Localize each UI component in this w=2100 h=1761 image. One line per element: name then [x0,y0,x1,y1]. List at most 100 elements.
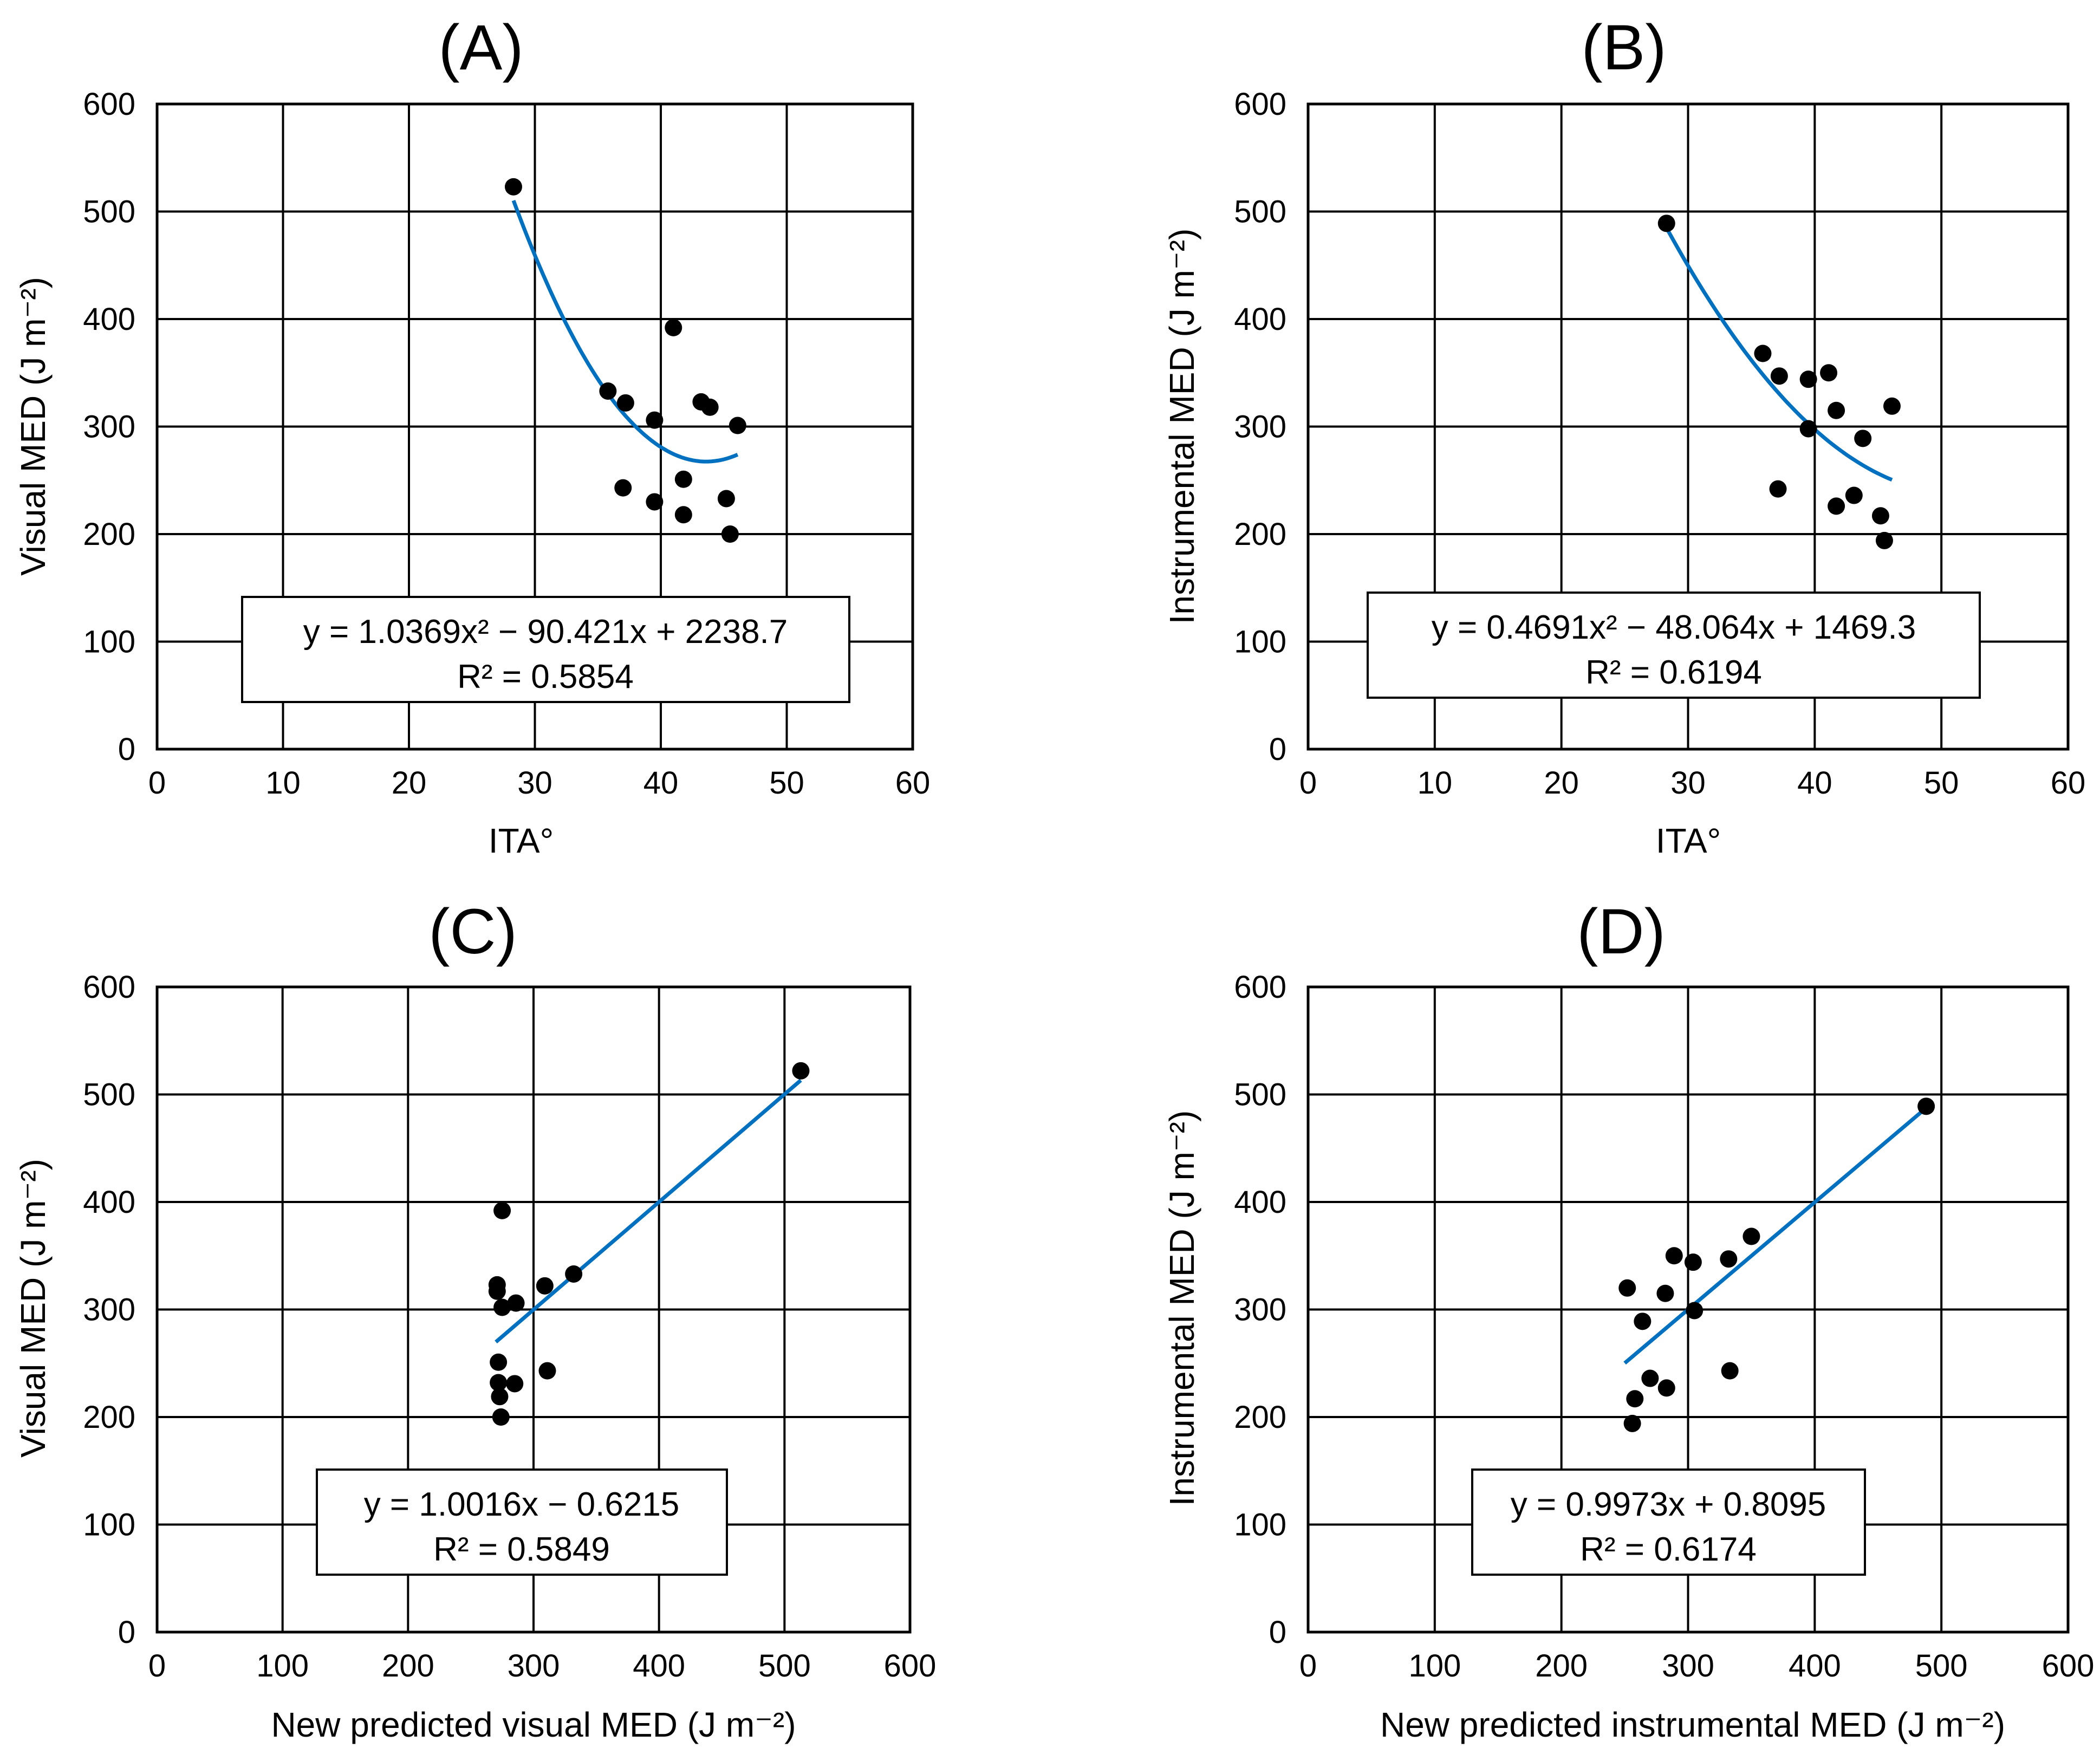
data-point [1720,1250,1738,1268]
y-tick-label: 200 [83,1400,135,1435]
x-tick-label: 60 [2051,765,2086,801]
data-point [1871,507,1889,525]
y-tick-label: 400 [83,302,135,337]
y-axis-label: Visual MED (J m⁻²) [14,1159,53,1458]
data-point [490,1374,508,1392]
x-tick-label: 200 [382,1648,434,1684]
y-tick-label: 300 [1234,1292,1286,1328]
data-point [1657,215,1675,232]
chart-title: (D) [1577,896,1666,967]
x-tick-label: 60 [895,765,931,801]
y-tick-label: 300 [83,1292,135,1328]
data-point [1743,1227,1760,1245]
data-point [507,1294,525,1312]
x-tick-label: 400 [1789,1648,1841,1684]
data-point [1665,1247,1683,1265]
data-point [599,382,617,400]
equation-box: y = 0.4691x² − 48.064x + 1469.3 R² = 0.6… [1367,592,1981,699]
data-point [1641,1369,1659,1387]
equation-frame [1367,592,1981,699]
x-axis-label: New predicted instrumental MED (J m⁻²) [1380,1705,2005,1744]
x-axis-label: ITA° [1656,821,1721,860]
plot-area: 0 100 200 300 400 500 600 0 100 200 300 400 500 600 [1234,970,2094,1684]
r-squared-label: R² = 0.5854 [457,658,634,696]
trendline [1665,227,1893,482]
data-point [1686,1302,1704,1320]
y-tick-label: 200 [1234,1400,1286,1435]
y-tick-label: 100 [1234,1507,1286,1543]
x-tick-label: 200 [1535,1648,1588,1684]
data-point [1721,1362,1739,1380]
y-axis-label: Instrumental MED (J m⁻²) [1162,1110,1201,1506]
data-point [492,1408,510,1426]
data-point [1657,1379,1675,1397]
data-point [1875,531,1893,549]
data-point [1769,480,1787,498]
equation-box: y = 1.0369x² − 90.421x + 2238.7 R² = 0.5… [241,596,850,703]
equation-frame [1471,1468,1866,1576]
data-point [1623,1414,1641,1432]
equation-frame [241,596,850,703]
equation-box: y = 0.9973x + 0.8095 R² = 0.6174 [1471,1468,1866,1576]
y-tick-label: 400 [83,1185,135,1220]
data-point [729,417,746,434]
y-tick-label: 400 [1234,302,1286,337]
data-point [490,1353,508,1371]
x-tick-label: 500 [758,1648,811,1684]
chart-panel-c: (C) 0 100 200 300 400 500 600 0 100 200 300 400 500 6… [14,896,936,1744]
trendline-equation: y = 0.9973x + 0.8095 [1511,1486,1826,1523]
equation-frame [316,1468,728,1576]
y-tick-label: 500 [83,194,135,230]
y-tick-label: 300 [1234,410,1286,445]
data-point [1917,1097,1935,1115]
r-squared-label: R² = 0.6174 [1580,1531,1757,1568]
x-tick-label: 400 [633,1648,685,1684]
y-axis-label: Instrumental MED (J m⁻²) [1162,229,1201,625]
plot-frame [155,102,914,751]
data-point [1684,1253,1702,1271]
y-tick-label: 0 [118,732,135,767]
trendline-equation: y = 1.0369x² − 90.421x + 2238.7 [303,613,788,651]
trendline-equation: y = 0.4691x² − 48.064x + 1469.3 [1432,609,1916,646]
data-point [701,398,719,416]
x-tick-label: 500 [1915,1648,1968,1684]
data-point [493,1298,511,1316]
y-tick-label: 0 [1269,732,1286,767]
data-point [1770,367,1788,385]
x-tick-label: 600 [2042,1648,2095,1684]
data-point [665,319,682,336]
data-point [491,1388,509,1406]
x-tick-label: 40 [1797,765,1832,801]
x-tick-label: 0 [148,765,166,801]
data-point [1854,430,1872,447]
x-tick-label: 50 [1924,765,1959,801]
y-axis-label: Visual MED (J m⁻²) [14,277,53,576]
data-point [614,479,632,497]
y-tick-label: 600 [83,87,135,122]
chart-title: (C) [428,896,517,967]
data-point [506,1375,524,1393]
data-point [504,178,522,196]
y-tick-label: 600 [83,970,135,1005]
equation-box: y = 1.0016x − 0.6215 R² = 0.5849 [316,1468,728,1576]
chart-panel-d: (D) 0 100 200 300 400 500 600 0 100 200 300 400 500 6… [1162,896,2094,1744]
data-point [717,490,735,508]
plot-area: 0 100 200 300 400 500 600 0 100 200 300 400 500 600 [83,970,936,1684]
x-tick-label: 20 [1544,765,1579,801]
chart-title: (B) [1581,12,1666,83]
x-axis-label: ITA° [489,821,554,860]
y-tick-label: 100 [1234,625,1286,660]
plot-frame [155,985,912,1634]
data-point [616,394,634,412]
x-tick-label: 300 [1662,1648,1714,1684]
data-point [674,506,692,524]
y-tick-label: 400 [1234,1185,1286,1220]
data-point [488,1282,506,1300]
data-point [721,525,739,543]
x-tick-label: 0 [1299,765,1317,801]
data-point [538,1362,556,1380]
data-point [1828,497,1845,515]
